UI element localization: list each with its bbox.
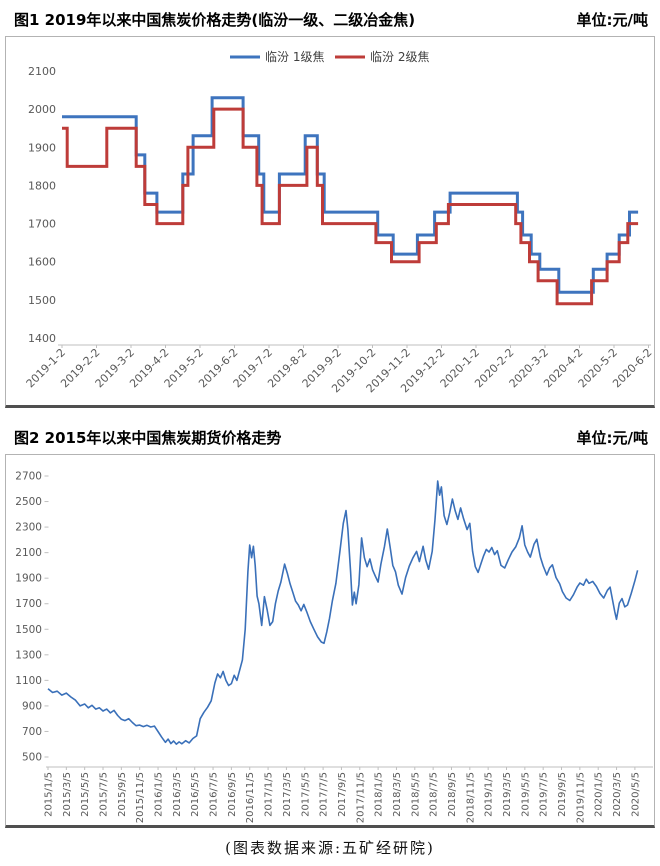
x-axis-tick-label: 2018/7/5 — [429, 772, 440, 817]
x-axis-tick-label: 2019/3/5 — [502, 772, 513, 817]
y-axis-tick-label: 1900 — [28, 141, 56, 154]
x-axis-tick-label: 2019/5/5 — [520, 772, 531, 817]
chart1-title: 图1 2019年以来中国焦炭价格走势(临汾一级、二级冶金焦) — [14, 11, 416, 29]
x-axis-tick-label: 2017/7/5 — [319, 772, 330, 817]
x-axis-tick-label: 2015/9/5 — [117, 772, 128, 817]
x-axis-tick-label: 2019/9/5 — [557, 772, 568, 817]
x-axis-tick-label: 2018/1/5 — [374, 772, 385, 817]
y-axis-tick-label: 1900 — [15, 573, 42, 585]
y-axis-tick-label: 1700 — [15, 598, 42, 610]
x-axis-tick-label: 2016/11/5 — [245, 772, 256, 823]
x-axis-tick-label: 2020/1/5 — [594, 772, 605, 817]
y-axis-tick-label: 900 — [22, 700, 42, 712]
x-axis-tick-label: 2015/5/5 — [80, 772, 91, 817]
x-axis-tick-label: 2017/11/5 — [355, 772, 366, 823]
x-axis-tick-label: 2017/1/5 — [264, 772, 275, 817]
y-axis-tick-label: 1600 — [28, 256, 56, 269]
legend-label: 临汾 2级焦 — [370, 50, 429, 64]
legend-label: 临汾 1级焦 — [265, 50, 324, 64]
grade2-price-line — [62, 107, 639, 306]
x-axis-tick-label: 2019/1/5 — [484, 772, 495, 817]
y-axis-tick-label: 2000 — [28, 103, 56, 116]
y-axis-tick-label: 700 — [22, 726, 42, 738]
x-axis-tick-label: 2016/3/5 — [172, 772, 183, 817]
y-axis-tick-label: 1400 — [28, 332, 56, 345]
chart1-frame: 2100 2000 1900 1800 1700 1600 1500 1400 2019-1-2… — [5, 36, 655, 408]
x-axis-tick-label: 2018/9/5 — [447, 772, 458, 817]
chart1-unit-label: 单位:元/吨 — [576, 11, 648, 29]
x-axis-tick-label: 2018/3/5 — [392, 772, 403, 817]
x-axis-tick-label: 2017/3/5 — [282, 772, 293, 817]
x-axis-tick-label: 2020/3/5 — [612, 772, 623, 817]
y-axis-tick-label: 2100 — [28, 65, 56, 78]
y-axis-tick-label: 2300 — [15, 522, 42, 534]
chart2-header: 图2 2015年以来中国焦炭期货价格走势 单位:元/吨 — [0, 408, 660, 454]
x-axis-tick-label: 2016/1/5 — [154, 772, 165, 817]
x-axis-tick-label: 2015/11/5 — [135, 772, 146, 823]
x-axis-tick-label: 2016/5/5 — [190, 772, 201, 817]
chart2-title: 图2 2015年以来中国焦炭期货价格走势 — [14, 429, 282, 447]
chart2-frame: 2700 2500 2300 2100 1900 1700 1500 1300 1100 900 7… — [5, 454, 655, 828]
y-axis-tick-label: 500 — [22, 752, 42, 764]
x-axis-tick-label: 2016/7/5 — [209, 772, 220, 817]
y-axis-tick-label: 1800 — [28, 179, 56, 192]
y-axis-tick-label: 1500 — [28, 294, 56, 307]
data-source-caption: (图表数据来源:五矿经研院) — [225, 839, 435, 857]
x-axis-tick-label: 2017/5/5 — [300, 772, 311, 817]
x-axis-tick-label: 2019/11/5 — [575, 772, 586, 823]
chart1-header: 图1 2019年以来中国焦炭价格走势(临汾一级、二级冶金焦) 单位:元/吨 — [0, 0, 660, 36]
y-axis-tick-label: 2500 — [15, 496, 42, 508]
x-axis-tick-label: 2016/9/5 — [227, 772, 238, 817]
y-axis-tick-label: 1100 — [15, 675, 42, 687]
y-axis-tick-label: 1500 — [15, 624, 42, 636]
x-axis-tick-label: 2019/7/5 — [539, 772, 550, 817]
x-axis-tick-label: 2017/9/5 — [337, 772, 348, 817]
chart2-unit-label: 单位:元/吨 — [576, 429, 648, 447]
x-axis-tick-label: 2018/11/5 — [465, 772, 476, 823]
x-axis-tick-label: 2015/3/5 — [62, 772, 73, 817]
coke-spot-price-chart: 210020001900180017001600150014002019-1-2… — [24, 50, 654, 395]
x-axis-tick-label: 2020/5/5 — [630, 772, 641, 817]
grade1-price-line — [62, 96, 639, 294]
y-axis-tick-label: 1700 — [28, 218, 56, 231]
y-axis-tick-label: 1300 — [15, 649, 42, 661]
x-axis-tick-label: 2018/5/5 — [410, 772, 421, 817]
x-axis-tick-label: 2015/1/5 — [44, 772, 55, 817]
y-axis-tick-label: 2100 — [15, 547, 42, 559]
futures-price-line — [47, 480, 639, 746]
y-axis-tick-label: 2700 — [15, 471, 42, 483]
x-axis-tick-label: 2015/7/5 — [99, 772, 110, 817]
coke-futures-price-chart: 2700 2500 2300 2100 1900 1700 1500 1300 1100 900 7… — [15, 471, 653, 823]
